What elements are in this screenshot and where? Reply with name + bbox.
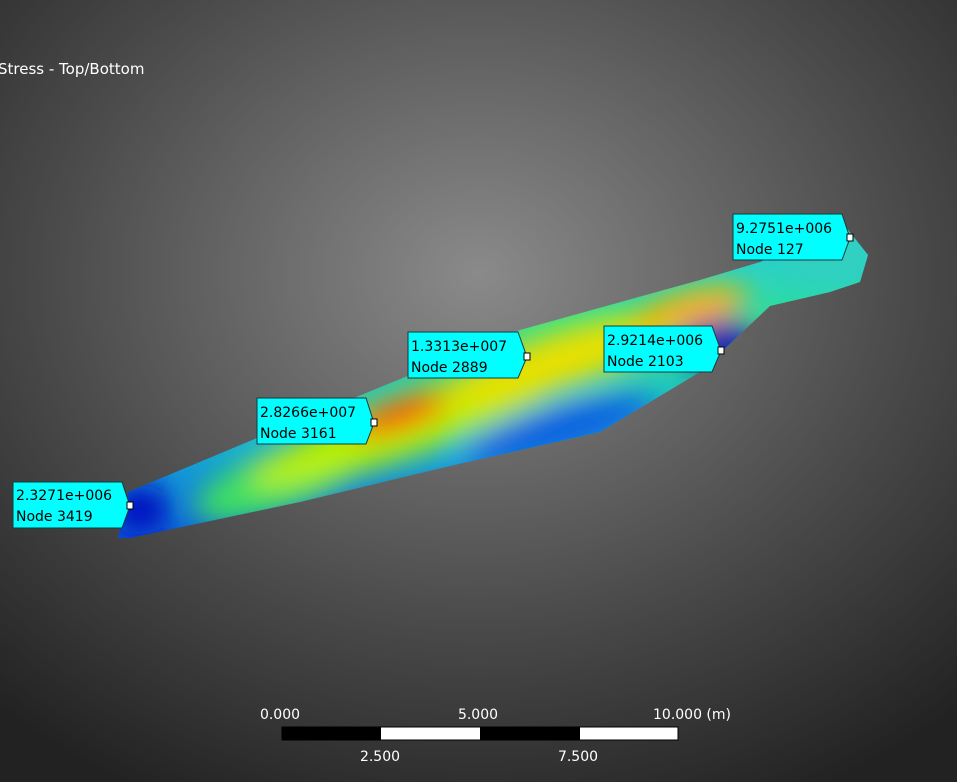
- scale-label: 2.500: [360, 749, 400, 765]
- probe: 9.2751e+006 Node 127: [732, 213, 854, 261]
- probe: 1.3313e+007 Node 2889: [407, 331, 531, 379]
- probe-node: Node 3161: [260, 426, 337, 442]
- scale-label: 7.500: [558, 749, 598, 765]
- probe-node: Node 2889: [411, 360, 488, 376]
- probe-callouts: 9.2751e+006 Node 127 1.3313e+007 Node 28…: [12, 213, 854, 529]
- scale-bar: 0.000 5.000 10.000 (m) 2.500 7.500: [260, 707, 731, 765]
- probe-value: 1.3313e+007: [411, 339, 507, 355]
- probe-value: 9.2751e+006: [736, 221, 832, 237]
- probe: 2.8266e+007 Node 3161: [256, 397, 378, 445]
- probe: 2.3271e+006 Node 3419: [12, 481, 134, 529]
- result-title: Stress - Top/Bottom: [0, 60, 144, 78]
- probe-node: Node 2103: [607, 354, 684, 370]
- probe-node: Node 3419: [16, 509, 93, 525]
- scale-label: 10.000 (m): [653, 707, 731, 723]
- scale-label: 0.000: [260, 707, 300, 723]
- probe: 2.9214e+006 Node 2103: [603, 325, 725, 373]
- probe-value: 2.9214e+006: [607, 333, 703, 349]
- probe-value: 2.3271e+006: [16, 488, 112, 504]
- scale-label: 5.000: [458, 707, 498, 723]
- probe-value: 2.8266e+007: [260, 405, 356, 421]
- probe-node: Node 127: [736, 242, 804, 258]
